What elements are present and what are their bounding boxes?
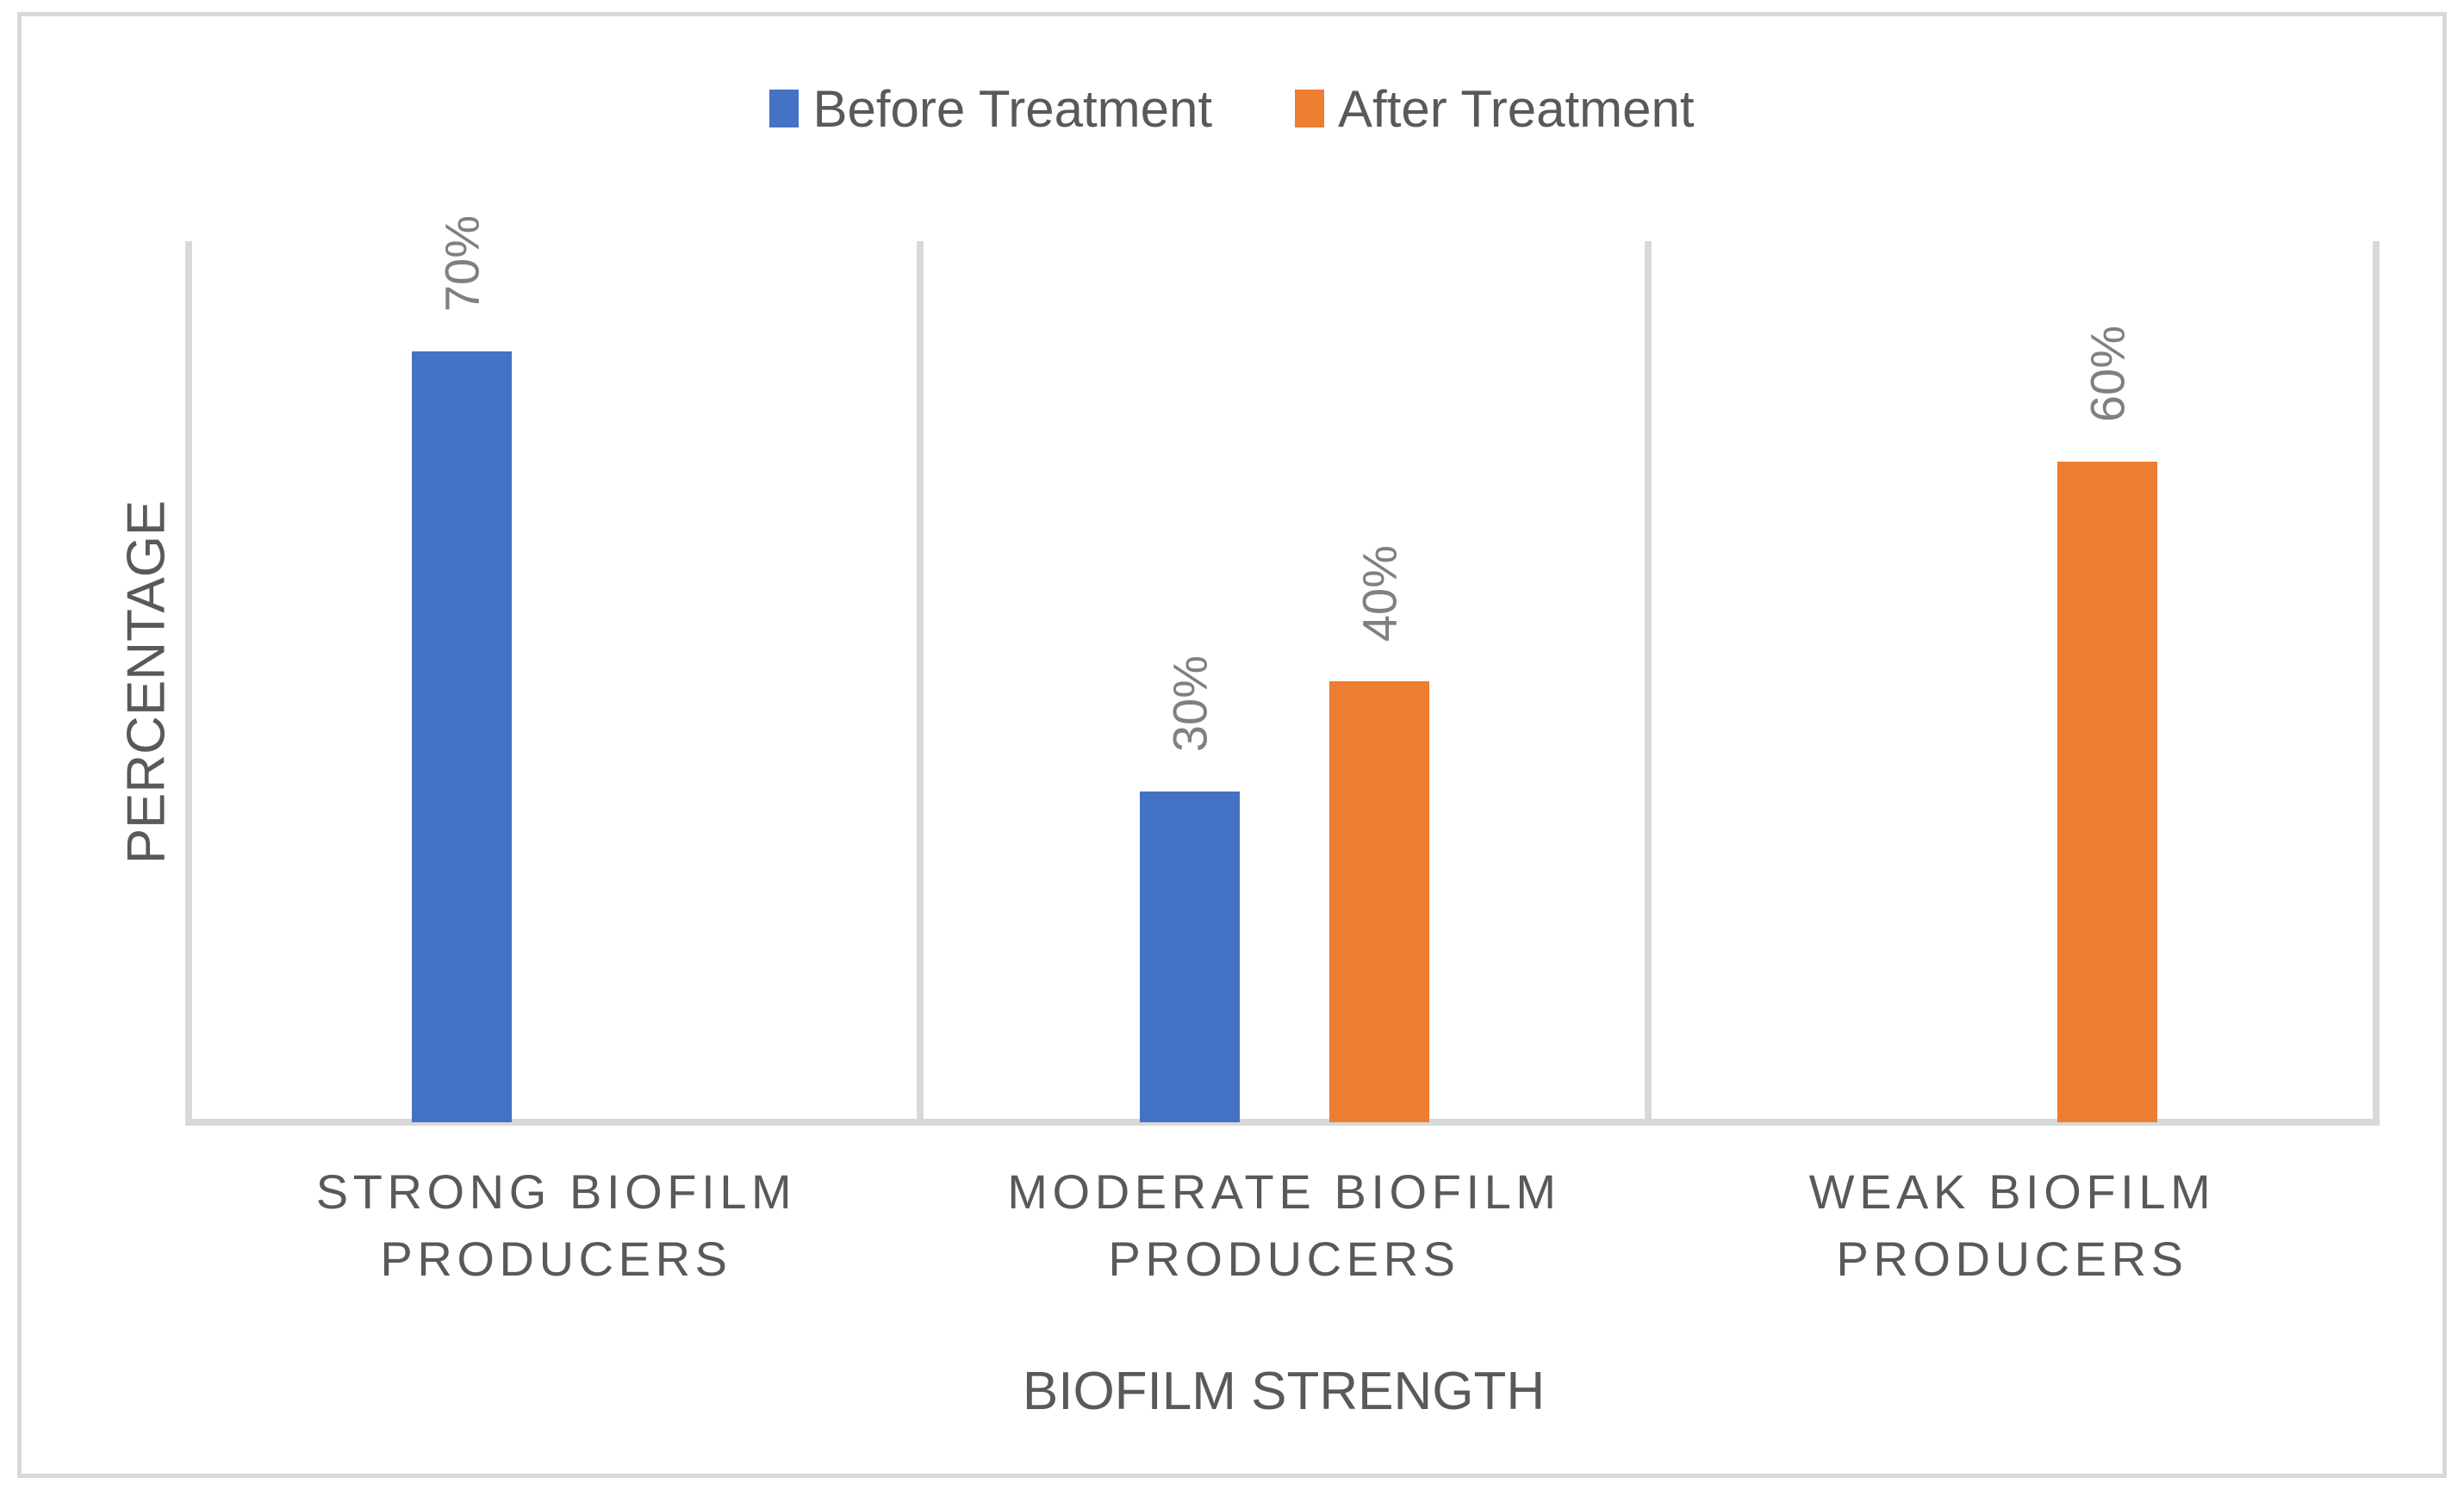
category-axis-labels: STRONG BIOFILM PRODUCERS MODERATE BIOFIL… (192, 1158, 2376, 1294)
data-label: 30% (1162, 655, 1216, 752)
data-label: 60% (2080, 325, 2134, 422)
data-label: 70% (434, 214, 488, 312)
y-axis-line (185, 241, 192, 1126)
legend-swatch-before-treatment (769, 90, 800, 127)
x-axis-title: BIOFILM STRENGTH (1022, 1362, 1546, 1421)
bar-after-treatment-category-2 (1328, 681, 1429, 1122)
plot-right-border (2373, 241, 2380, 1122)
data-label: 40% (1352, 544, 1406, 642)
x-axis-line (185, 1119, 2380, 1126)
legend-label: After Treatment (1338, 79, 1695, 138)
category-label-weak: WEAK BIOFILM PRODUCERS (1808, 1164, 2216, 1287)
bar-before-treatment-category-1 (411, 351, 512, 1122)
legend-swatch-after-treatment (1295, 90, 1325, 127)
y-axis-title: PERCENTAGE (116, 500, 177, 865)
plot-area: 70% 30% 40% 60% (192, 215, 2380, 1122)
bar-before-treatment-category-2 (1139, 792, 1240, 1122)
legend: Before Treatment After Treatment (0, 76, 2464, 141)
legend-item-before-treatment: Before Treatment (769, 79, 1212, 139)
legend-label: Before Treatment (812, 79, 1213, 138)
bar-after-treatment-category-3 (2056, 462, 2157, 1122)
legend-item-after-treatment: After Treatment (1295, 79, 1695, 139)
category-separator (917, 241, 924, 1122)
category-separator (1645, 241, 1652, 1122)
category-label-strong: STRONG BIOFILM PRODUCERS (315, 1164, 797, 1287)
category-label-moderate: MODERATE BIOFILM PRODUCERS (1007, 1164, 1561, 1287)
